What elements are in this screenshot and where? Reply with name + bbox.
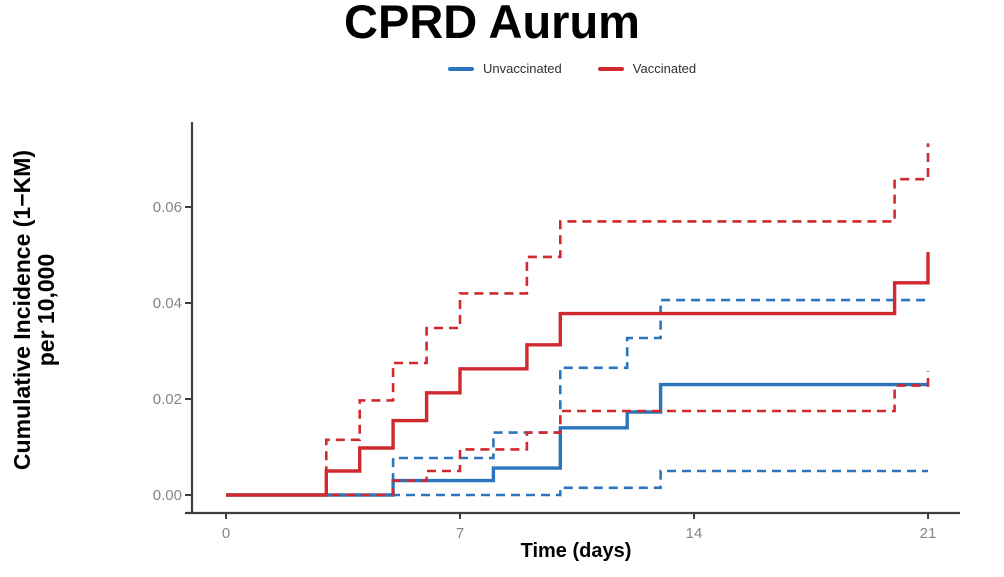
x-tick-label: 21	[920, 525, 937, 542]
x-tick-label: 0	[222, 525, 230, 542]
x-axis-title: Time (days)	[520, 540, 632, 562]
x-tick-label: 7	[456, 525, 464, 542]
legend-swatch-unvaccinated-icon	[448, 66, 474, 71]
series-unvaccinated-estimate	[226, 382, 928, 497]
series-vaccinated-estimate	[226, 252, 930, 497]
series-unvaccinated-upper-95ci	[226, 298, 928, 497]
series-vaccinated-lower-95ci	[226, 371, 930, 497]
legend-item-vaccinated: Vaccinated	[597, 61, 697, 76]
y-tick-label: 0.00	[153, 487, 182, 504]
y-tick-label: 0.02	[153, 391, 182, 408]
legend-item-unvaccinated: Unvaccinated	[448, 61, 562, 76]
chart-title: CPRD Aurum	[344, 0, 640, 48]
series-unvaccinated-lower-95ci	[226, 469, 928, 497]
legend-label-unvaccinated: Unvaccinated	[483, 61, 562, 76]
chart-legend: Unvaccinated Vaccinated	[448, 61, 696, 76]
x-tick-label: 14	[686, 525, 703, 542]
legend-label-vaccinated: Vaccinated	[632, 61, 697, 76]
y-tick-label: 0.06	[153, 199, 182, 216]
series-vaccinated-upper-95ci	[226, 143, 930, 497]
y-tick-label: 0.04	[153, 295, 182, 312]
legend-swatch-vaccinated-icon	[597, 66, 624, 71]
